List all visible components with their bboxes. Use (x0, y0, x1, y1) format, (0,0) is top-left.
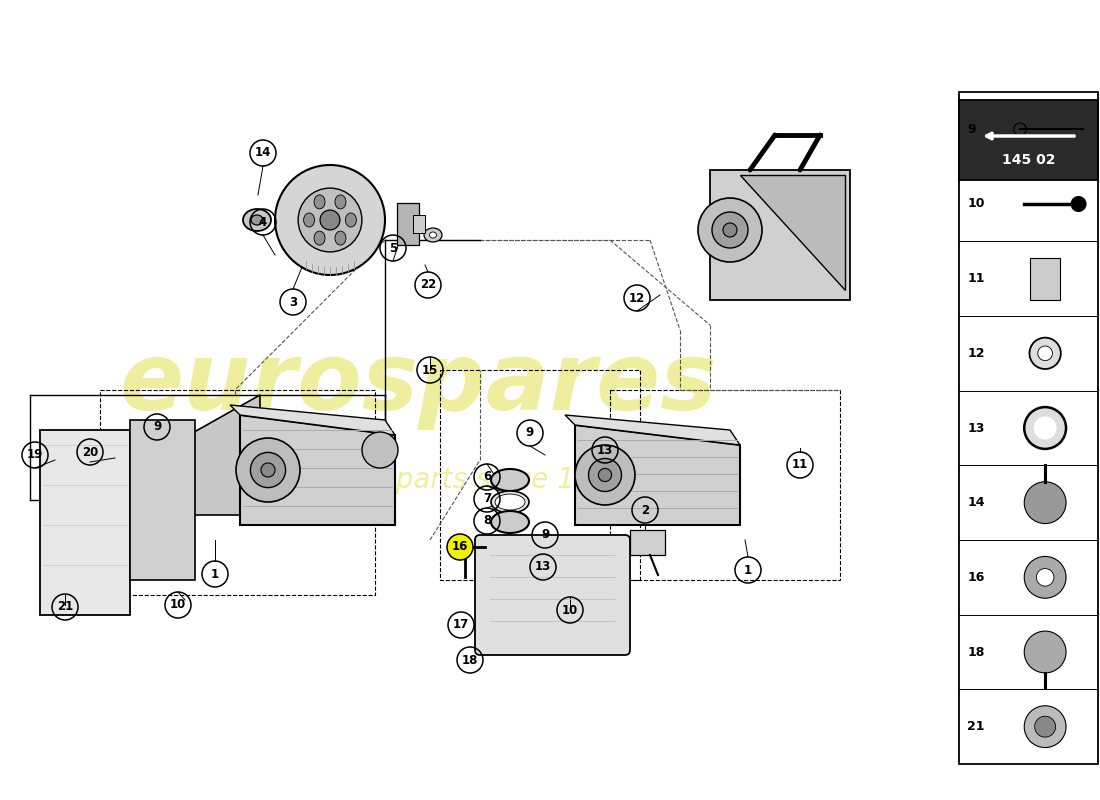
Circle shape (447, 534, 473, 560)
Text: 11: 11 (792, 458, 808, 471)
FancyBboxPatch shape (475, 535, 630, 655)
Polygon shape (180, 395, 260, 515)
Ellipse shape (243, 209, 271, 231)
Text: 12: 12 (967, 347, 984, 360)
Bar (440, 370, 640, 580)
Text: 13: 13 (535, 561, 551, 574)
Text: 4: 4 (258, 215, 267, 229)
Text: 9: 9 (153, 421, 161, 434)
Text: 6: 6 (483, 470, 491, 483)
Text: 18: 18 (462, 654, 478, 666)
Circle shape (1034, 417, 1057, 439)
Text: 13: 13 (597, 443, 613, 457)
Ellipse shape (251, 215, 263, 225)
Bar (959, 92, 1098, 764)
Text: 16: 16 (967, 571, 984, 584)
Circle shape (275, 165, 385, 275)
Circle shape (723, 223, 737, 237)
Text: 20: 20 (81, 446, 98, 458)
Circle shape (298, 188, 362, 252)
Circle shape (362, 432, 398, 468)
Text: 10: 10 (562, 603, 579, 617)
Ellipse shape (334, 231, 345, 245)
Circle shape (1035, 716, 1056, 737)
Text: 11: 11 (967, 272, 984, 285)
Text: 13: 13 (967, 422, 984, 434)
Text: 10: 10 (169, 598, 186, 611)
Text: 22: 22 (420, 278, 436, 291)
Text: 14: 14 (255, 146, 272, 159)
Text: 3: 3 (289, 295, 297, 309)
Bar (40, 430, 130, 615)
Text: 9: 9 (541, 529, 549, 542)
Text: 7: 7 (483, 493, 491, 506)
Polygon shape (565, 415, 740, 445)
Circle shape (261, 463, 275, 477)
Text: 21: 21 (967, 720, 984, 733)
Ellipse shape (304, 213, 315, 227)
Ellipse shape (429, 232, 437, 238)
Text: 14: 14 (967, 496, 984, 509)
Circle shape (1037, 346, 1053, 361)
Bar (710, 170, 850, 300)
Circle shape (1036, 569, 1054, 586)
Text: 5: 5 (389, 242, 397, 254)
Text: 2: 2 (641, 503, 649, 517)
Bar (100, 390, 375, 595)
Circle shape (1024, 407, 1066, 449)
Text: 16: 16 (452, 541, 469, 554)
Text: 15: 15 (421, 363, 438, 377)
Text: 8: 8 (483, 514, 491, 527)
Bar (130, 420, 195, 580)
Bar (397, 203, 419, 245)
Circle shape (1024, 557, 1066, 598)
Text: 145 02: 145 02 (1002, 153, 1055, 167)
Ellipse shape (491, 469, 529, 491)
Text: 17: 17 (453, 618, 469, 631)
Text: eurospares: eurospares (119, 338, 717, 430)
Bar (630, 530, 666, 555)
Circle shape (1071, 197, 1086, 211)
Text: 10: 10 (967, 198, 984, 210)
Circle shape (320, 210, 340, 230)
Polygon shape (240, 415, 395, 525)
Circle shape (251, 452, 286, 488)
Polygon shape (740, 175, 845, 290)
Ellipse shape (495, 494, 525, 510)
Circle shape (1030, 338, 1060, 369)
Circle shape (698, 198, 762, 262)
Ellipse shape (491, 511, 529, 533)
Ellipse shape (424, 228, 442, 242)
Text: a passion for parts since 1985: a passion for parts since 1985 (208, 466, 628, 494)
Polygon shape (230, 405, 395, 435)
Text: 18: 18 (967, 646, 984, 658)
Ellipse shape (491, 491, 529, 513)
Ellipse shape (315, 195, 326, 209)
Polygon shape (575, 425, 740, 525)
Ellipse shape (334, 195, 345, 209)
Circle shape (575, 445, 635, 505)
Text: 19: 19 (26, 449, 43, 462)
Text: 21: 21 (57, 601, 73, 614)
Ellipse shape (345, 213, 356, 227)
Circle shape (712, 212, 748, 248)
Circle shape (1024, 482, 1066, 523)
Circle shape (236, 438, 300, 502)
Circle shape (598, 468, 612, 482)
Circle shape (588, 458, 621, 491)
Text: 9: 9 (967, 123, 976, 136)
Circle shape (1024, 631, 1066, 673)
Circle shape (1024, 706, 1066, 747)
Text: 9: 9 (526, 426, 535, 439)
Text: 12: 12 (629, 291, 645, 305)
Text: 1: 1 (744, 563, 752, 577)
Bar (959, 100, 1098, 180)
Bar (1031, 258, 1059, 299)
Bar (610, 390, 840, 580)
Text: 1: 1 (211, 567, 219, 581)
Bar (412, 215, 425, 233)
Ellipse shape (315, 231, 326, 245)
